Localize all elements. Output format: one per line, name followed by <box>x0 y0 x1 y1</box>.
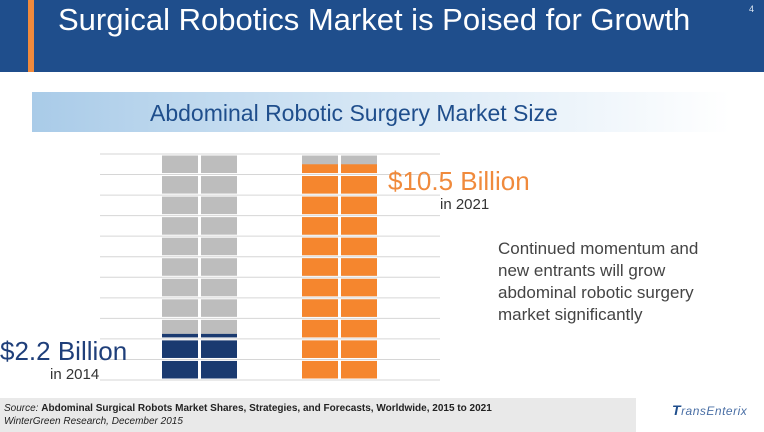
subtitle-band <box>32 92 730 132</box>
empty-block <box>162 196 198 215</box>
filled-block-2021 <box>341 196 377 215</box>
value-label-2014: $2.2 Billion <box>0 336 128 366</box>
source-publisher: WinterGreen Research, December 2015 <box>4 416 183 427</box>
empty-block <box>162 299 198 317</box>
source-label: Source: <box>4 403 39 414</box>
filled-block-2021 <box>302 319 338 338</box>
empty-block <box>201 258 237 276</box>
filled-block-2021 <box>341 340 377 358</box>
logo-text: ransEnterix <box>681 404 748 418</box>
filled-block-2021 <box>302 217 338 235</box>
filled-block-2021 <box>341 176 377 194</box>
filled-block-2021 <box>302 164 338 174</box>
filled-block-2021 <box>341 258 377 276</box>
filled-block-2014 <box>162 333 198 338</box>
filled-block-2021 <box>302 299 338 317</box>
bar-2014 <box>162 155 237 379</box>
empty-block <box>201 319 237 338</box>
filled-block-2021 <box>302 278 338 297</box>
source-title: Abdominal Surgical Robots Market Shares,… <box>41 403 492 414</box>
filled-block-2021 <box>341 164 377 174</box>
filled-block-2014 <box>201 333 237 338</box>
filled-block-2021 <box>341 360 377 379</box>
filled-block-2021 <box>341 299 377 317</box>
filled-block-2021 <box>302 340 338 358</box>
empty-block <box>162 258 198 276</box>
page-number: 4 <box>748 4 754 14</box>
filled-block-2021 <box>341 237 377 256</box>
empty-block <box>162 237 198 256</box>
header-bar: Surgical Robotics Market is Poised for G… <box>0 0 764 72</box>
empty-block <box>201 237 237 256</box>
empty-block <box>201 155 237 174</box>
chart-subtitle: Abdominal Robotic Surgery Market Size <box>150 100 558 126</box>
year-label-2021: in 2021 <box>440 196 490 213</box>
empty-block <box>201 217 237 235</box>
empty-block <box>162 319 198 338</box>
bar-2021 <box>302 155 377 379</box>
empty-block <box>162 176 198 194</box>
empty-block <box>201 278 237 297</box>
filled-block-2021 <box>341 217 377 235</box>
filled-block-2021 <box>302 196 338 215</box>
transenterix-logo: TransEnterix <box>672 402 747 418</box>
empty-block <box>201 196 237 215</box>
source-band <box>0 398 636 432</box>
header-accent <box>28 0 34 72</box>
year-label-2014: in 2014 <box>50 366 100 383</box>
empty-block <box>162 155 198 174</box>
filled-block-2021 <box>341 319 377 338</box>
logo-mark: T <box>672 402 682 418</box>
empty-block <box>162 278 198 297</box>
empty-block <box>201 299 237 317</box>
empty-block <box>201 176 237 194</box>
filled-block-2014 <box>201 340 237 358</box>
value-label-2021: $10.5 Billion <box>388 166 530 196</box>
filled-block-2021 <box>302 237 338 256</box>
filled-block-2021 <box>302 258 338 276</box>
filled-block-2021 <box>341 278 377 297</box>
filled-block-2014 <box>201 360 237 379</box>
filled-block-2021 <box>302 360 338 379</box>
market-size-chart <box>100 153 440 381</box>
empty-block <box>162 217 198 235</box>
filled-block-2014 <box>162 340 198 358</box>
source-line: Source: Abdominal Surgical Robots Market… <box>4 403 492 414</box>
momentum-note: Continued momentum and new entrants will… <box>498 239 699 324</box>
filled-block-2014 <box>162 360 198 379</box>
filled-block-2021 <box>302 176 338 194</box>
slide-title: Surgical Robotics Market is Poised for G… <box>58 2 691 37</box>
